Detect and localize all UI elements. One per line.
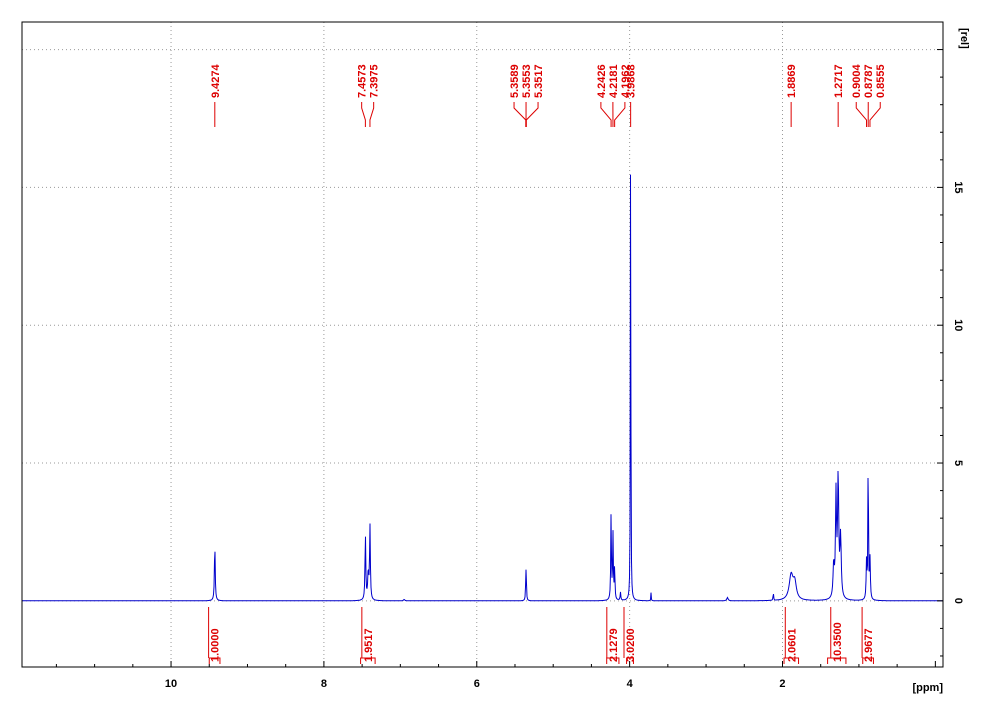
y-tick-label: 10 (952, 319, 964, 331)
y-tick-label: 0 (952, 598, 964, 604)
peak-label: 0.9004 (851, 63, 863, 98)
peak-label: 5.3517 (533, 64, 545, 98)
x-tick-label: 8 (321, 678, 327, 690)
x-tick-label: 10 (165, 678, 177, 690)
integral-label: 10.3500 (832, 622, 844, 662)
peak-label: 7.4573 (357, 64, 369, 98)
integral-label: 2.1279 (608, 628, 620, 662)
integral-label: 2.0601 (786, 628, 798, 662)
peak-label: 1.2717 (833, 64, 845, 98)
y-axis-label: [rel] (958, 28, 970, 49)
x-tick-label: 6 (474, 678, 480, 690)
peak-label: 4.2426 (596, 64, 608, 98)
y-tick-label: 15 (952, 181, 964, 193)
peak-label: 4.2181 (608, 64, 620, 98)
integral-label: 3.0200 (625, 628, 637, 662)
peak-label: 9.4274 (210, 63, 222, 98)
integral-label: 1.9517 (363, 628, 375, 662)
y-tick-label: 5 (952, 460, 964, 466)
peak-label: 5.3589 (509, 64, 521, 98)
x-axis-label: [ppm] (912, 682, 943, 694)
peak-label: 7.3975 (369, 64, 381, 98)
integral-label: 2.9677 (863, 628, 875, 662)
x-tick-label: 4 (627, 678, 634, 690)
peak-label: 1.8869 (786, 64, 798, 98)
peak-label: 5.3553 (521, 64, 533, 98)
integral-label: 1.0000 (210, 628, 222, 662)
peak-label: 0.8787 (863, 64, 875, 98)
peak-label: 3.9868 (626, 64, 638, 98)
x-tick-label: 2 (779, 678, 785, 690)
peak-label: 0.8555 (875, 64, 887, 98)
